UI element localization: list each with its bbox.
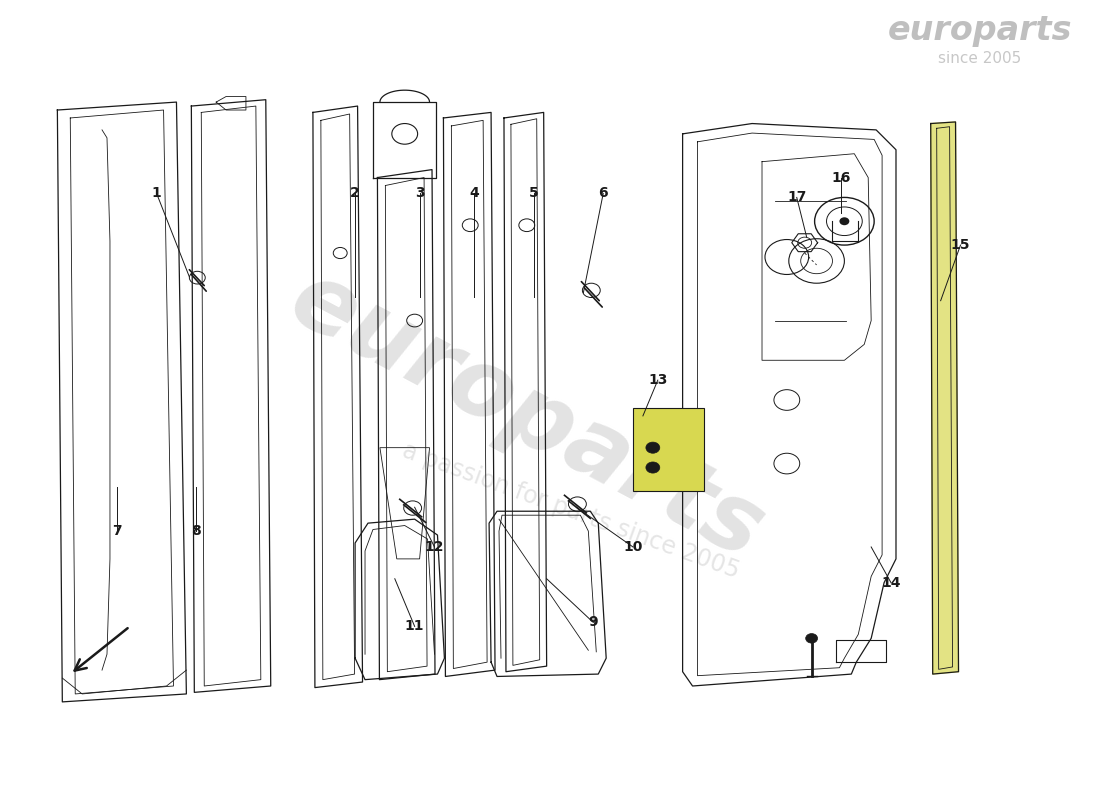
Text: 13: 13 (648, 373, 668, 387)
Text: 14: 14 (881, 576, 901, 590)
Circle shape (646, 442, 660, 454)
Text: 16: 16 (832, 170, 851, 185)
Circle shape (839, 218, 849, 226)
Text: 15: 15 (950, 238, 970, 252)
Text: europarts: europarts (888, 14, 1072, 47)
Text: 11: 11 (405, 619, 425, 634)
Text: a passion for parts since 2005: a passion for parts since 2005 (398, 439, 742, 583)
Text: 2: 2 (350, 186, 360, 201)
Text: 5: 5 (529, 186, 539, 201)
Bar (632, 408, 704, 491)
Text: europarts: europarts (275, 253, 779, 579)
Text: 4: 4 (470, 186, 480, 201)
Text: 12: 12 (425, 540, 444, 554)
Text: 9: 9 (588, 615, 598, 630)
Polygon shape (931, 122, 958, 674)
Text: 7: 7 (112, 524, 122, 538)
Text: 3: 3 (415, 186, 425, 201)
Text: since 2005: since 2005 (938, 51, 1022, 66)
Text: 17: 17 (788, 190, 806, 205)
Text: 6: 6 (598, 186, 608, 201)
Circle shape (646, 462, 660, 473)
Text: 8: 8 (191, 524, 201, 538)
Text: 1: 1 (152, 186, 162, 201)
Circle shape (805, 634, 817, 643)
Text: 10: 10 (624, 540, 642, 554)
